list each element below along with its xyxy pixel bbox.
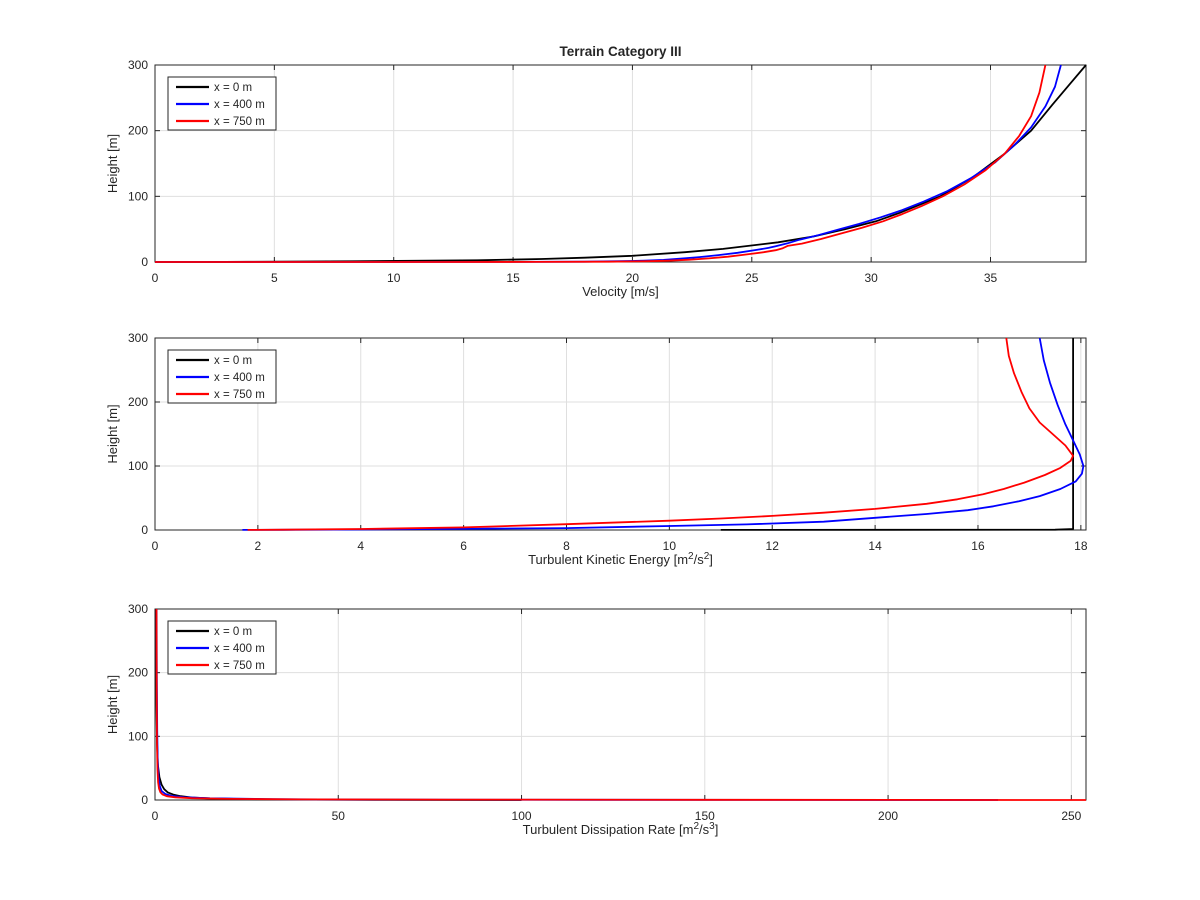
y-tick-label: 0 <box>141 793 148 807</box>
x-tick-label: 14 <box>868 539 882 553</box>
y-axis-label: Height [m] <box>105 404 120 463</box>
x-tick-label: 30 <box>864 271 878 285</box>
x-axis-label: Velocity [m/s] <box>582 284 659 299</box>
y-axis-label: Height [m] <box>105 675 120 734</box>
series-line-1 <box>155 608 999 801</box>
x-tick-label: 25 <box>745 271 759 285</box>
x-tick-label: 0 <box>152 809 159 823</box>
chart-title: Terrain Category III <box>559 44 681 59</box>
x-tick-label: 18 <box>1074 539 1088 553</box>
x-tick-label: 8 <box>563 539 570 553</box>
x-tick-label: 6 <box>460 539 467 553</box>
axes-box <box>154 337 1087 531</box>
legend: x = 0 m x = 400 m x = 750 m <box>167 349 277 404</box>
y-tick-label: 200 <box>128 395 148 409</box>
legend-label: x = 750 m <box>214 116 265 128</box>
legend-label: x = 400 m <box>214 99 265 111</box>
legend-label: x = 750 m <box>214 389 265 401</box>
series-line-1 <box>155 64 1062 263</box>
subplot-1: 0 5 10 15 20 25 30 35 0 100 200 300 Velocity [m/s] He… <box>105 44 1087 299</box>
y-tick-label: 200 <box>128 666 148 680</box>
series-line-1 <box>242 337 1085 531</box>
legend: x = 0 m x = 400 m x = 750 m <box>167 76 277 131</box>
x-tick-label: 0 <box>152 539 159 553</box>
subplot-3: 0 50 100 150 200 250 0 100 200 300 Turbulent Dissi… <box>105 602 1087 837</box>
x-axis-label: Turbulent Dissipation Rate [m2/s3] <box>523 821 719 837</box>
y-tick-label: 300 <box>128 58 148 72</box>
series-line-2 <box>247 337 1074 531</box>
x-tick-label: 10 <box>663 539 677 553</box>
y-tick-label: 100 <box>128 189 148 203</box>
axes-box <box>154 608 1087 801</box>
x-tick-label: 250 <box>1061 809 1081 823</box>
y-tick-label: 100 <box>128 729 148 743</box>
x-tick-label: 35 <box>984 271 998 285</box>
y-tick-label: 200 <box>128 124 148 138</box>
legend: x = 0 m x = 400 m x = 750 m <box>167 620 277 675</box>
series-line-0 <box>720 338 1074 531</box>
x-tick-label: 2 <box>255 539 262 553</box>
y-tick-label: 0 <box>141 523 148 537</box>
series-line-0 <box>155 64 1087 263</box>
x-tick-label: 50 <box>332 809 346 823</box>
x-tick-label: 200 <box>878 809 898 823</box>
y-tick-label: 300 <box>128 602 148 616</box>
legend-label: x = 0 m <box>214 626 252 638</box>
x-tick-label: 0 <box>152 271 159 285</box>
x-axis-label: Turbulent Kinetic Energy [m2/s2] <box>528 551 713 567</box>
x-tick-label: 10 <box>387 271 401 285</box>
x-tick-label: 4 <box>357 539 364 553</box>
x-tick-label: 20 <box>626 271 640 285</box>
legend-label: x = 0 m <box>214 82 252 94</box>
series-line-2 <box>155 608 1087 801</box>
x-tick-label: 15 <box>506 271 520 285</box>
y-tick-label: 100 <box>128 459 148 473</box>
legend-label: x = 750 m <box>214 660 265 672</box>
subplot-2: 0 2 4 6 8 10 12 14 16 18 0 100 200 300 Turbulent Kinet… <box>105 331 1088 567</box>
x-tick-label: 12 <box>766 539 780 553</box>
series-line-2 <box>155 64 1047 263</box>
legend-label: x = 400 m <box>214 372 265 384</box>
legend-label: x = 0 m <box>214 355 252 367</box>
x-tick-label: 150 <box>695 809 715 823</box>
x-tick-label: 16 <box>971 539 985 553</box>
y-tick-label: 0 <box>141 255 148 269</box>
x-tick-label: 100 <box>512 809 532 823</box>
y-axis-label: Height [m] <box>105 134 120 193</box>
axes-box <box>154 64 1087 263</box>
x-tick-label: 5 <box>271 271 278 285</box>
legend-label: x = 400 m <box>214 643 265 655</box>
y-tick-label: 300 <box>128 331 148 345</box>
